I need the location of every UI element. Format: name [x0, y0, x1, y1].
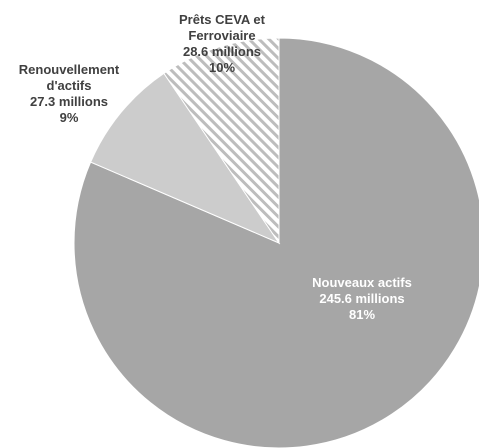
percent-label: 9% — [59, 110, 79, 125]
pie-slice — [163, 37, 280, 245]
category-name: Prêts CEVA et Ferroviaire — [179, 12, 265, 43]
slice-label: Nouveaux actifs 245.6 millions 81% — [282, 275, 442, 323]
slice-label: Prêts CEVA et Ferroviaire 28.6 millions 10… — [170, 12, 274, 76]
value-label: 27.3 millions — [29, 94, 109, 109]
pie-slice — [89, 72, 281, 245]
percent-label: 81% — [348, 307, 376, 322]
value-label: 245.6 millions — [319, 291, 405, 306]
slice-label: Renouvellement d'actifs 27.3 millions 9% — [5, 62, 133, 126]
category-name: Nouveaux actifs — [312, 275, 412, 290]
value-label: 28.6 millions — [182, 44, 262, 59]
pie-slice — [73, 37, 479, 448]
percent-label: 10% — [208, 60, 236, 75]
category-name: Renouvellement d'actifs — [18, 62, 120, 93]
